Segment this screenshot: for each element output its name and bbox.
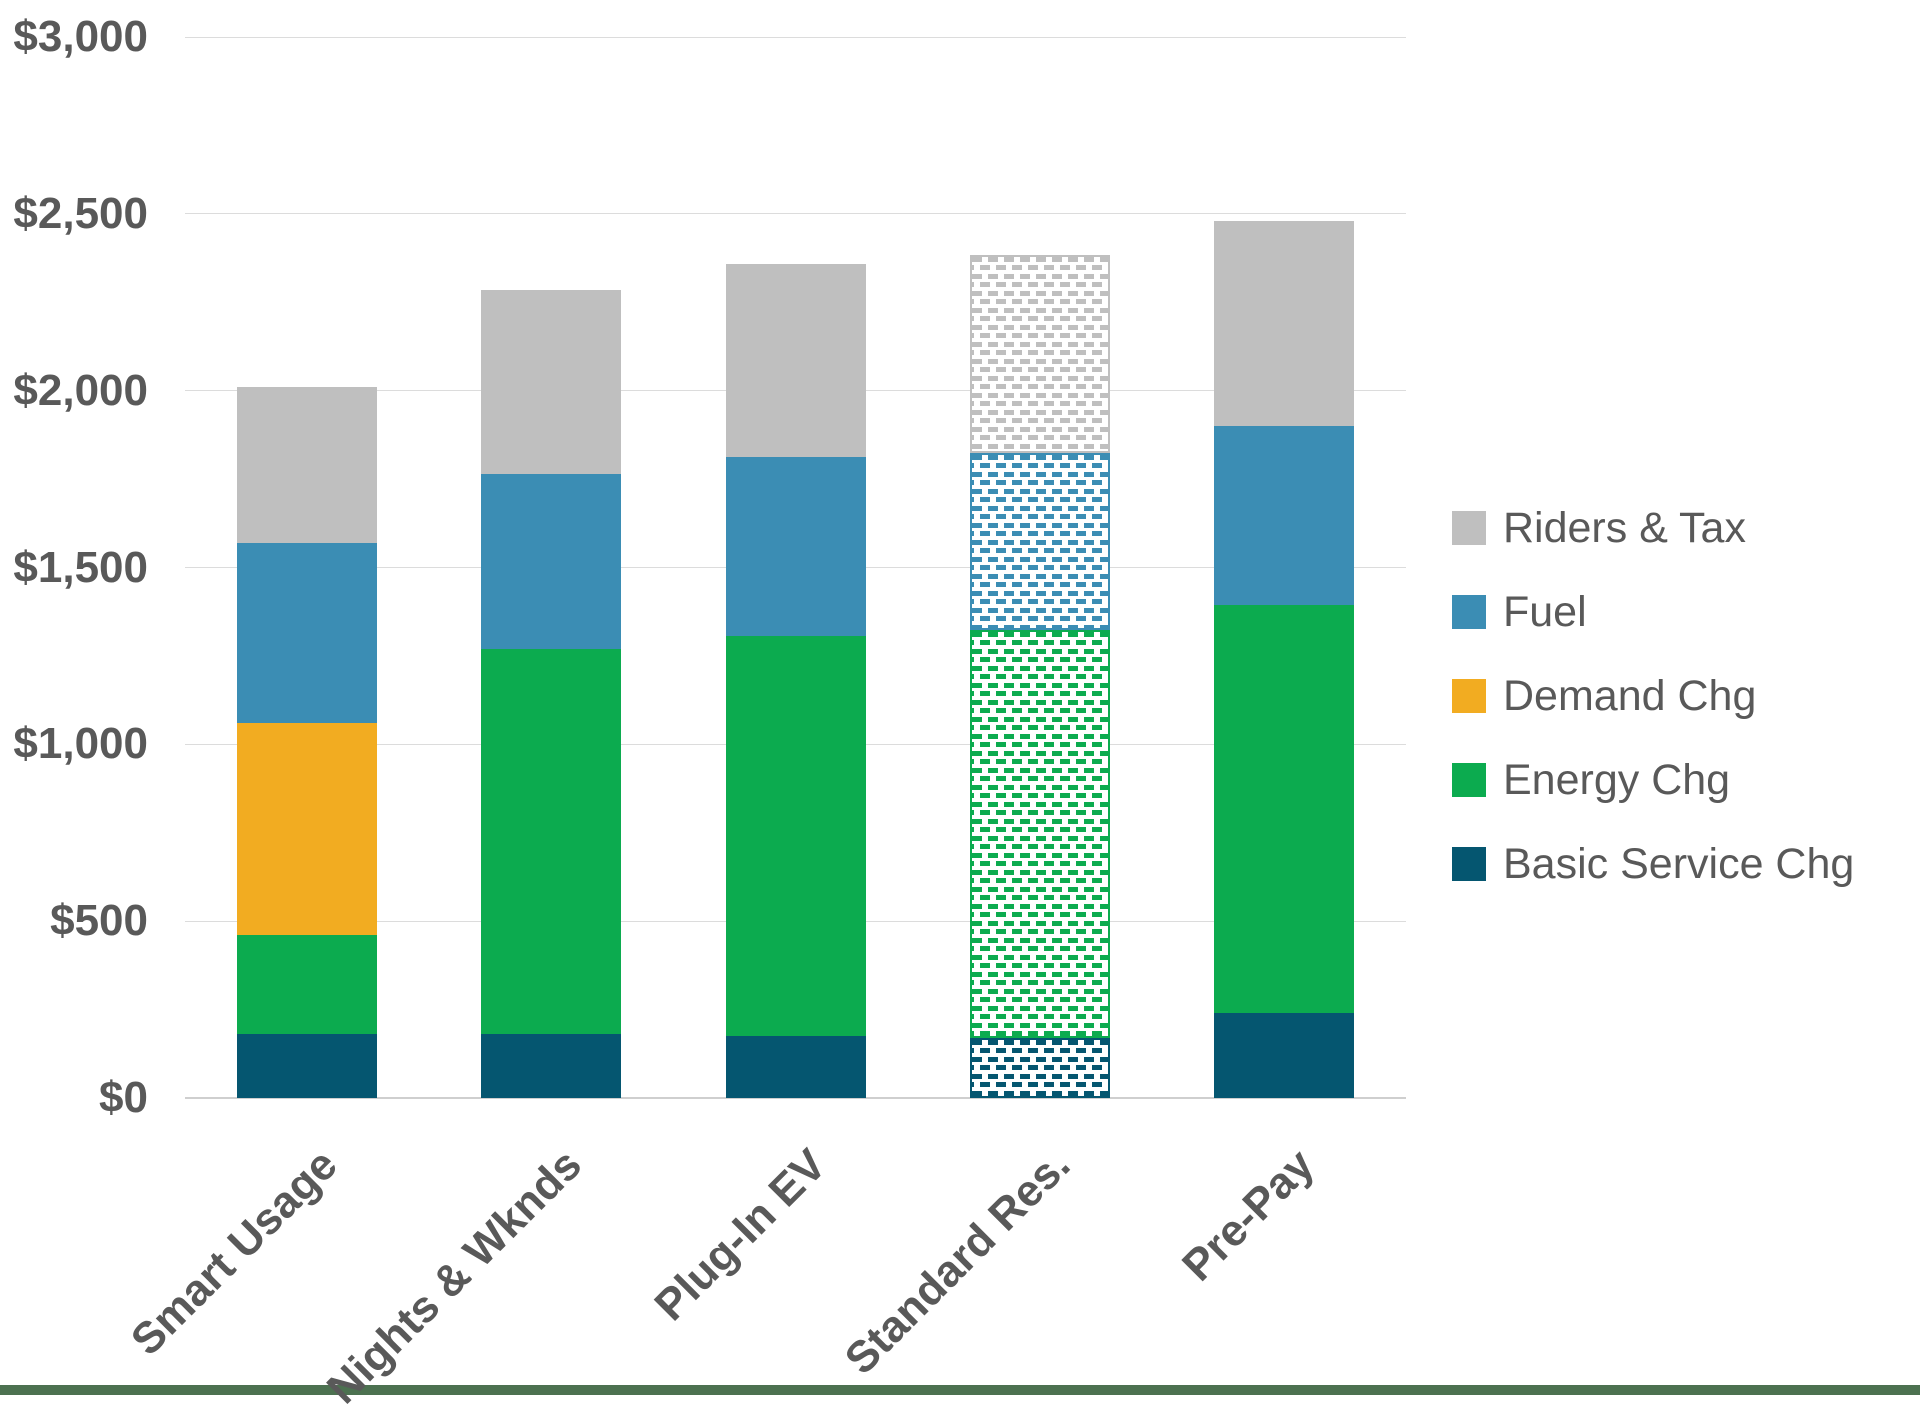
- y-axis-tick-label: $1,500: [13, 542, 148, 592]
- legend-label: Energy Chg: [1503, 755, 1731, 804]
- legend-swatch-icon: [1452, 847, 1486, 881]
- legend-swatch-icon: [1452, 595, 1486, 629]
- segment-basic-service-chg: [725, 1036, 866, 1098]
- segment-fuel: [725, 457, 866, 636]
- segment-riders-tax: [725, 264, 866, 457]
- legend-label: Demand Chg: [1503, 671, 1757, 720]
- segment-energy-chg: [1213, 605, 1354, 1013]
- x-axis-category-label: Pre-Pay: [1173, 1140, 1324, 1291]
- segment-energy-chg: [237, 935, 378, 1034]
- segment-basic-service-chg: [237, 1034, 378, 1098]
- segment-riders-tax: [237, 387, 378, 543]
- bar-smart-usage: [237, 387, 378, 1098]
- x-axis-category-label: Plug-In EV: [644, 1140, 836, 1331]
- y-axis-tick-label: $3,000: [13, 12, 148, 61]
- legend: Riders & Tax Fuel Demand Chg Energy Chg Basi…: [1452, 486, 1854, 906]
- legend-swatch-icon: [1452, 511, 1486, 545]
- legend-label: Basic Service Chg: [1503, 839, 1855, 888]
- segment-energy-chg: [481, 649, 622, 1034]
- legend-item-demand-chg: Demand Chg: [1452, 654, 1854, 738]
- plot-area: [185, 36, 1406, 1099]
- y-axis-tick-label: $0: [99, 1073, 148, 1122]
- y-axis-tick-label: $2,500: [13, 188, 148, 238]
- segment-fuel: [237, 543, 378, 723]
- bar-standard-res-: [969, 255, 1110, 1098]
- segment-basic-service-chg: [969, 1038, 1110, 1098]
- segment-riders-tax: [969, 255, 1110, 453]
- segment-basic-service-chg: [481, 1034, 622, 1098]
- legend-item-riders-tax: Riders & Tax: [1452, 486, 1854, 570]
- gridline-0: [185, 1097, 1406, 1099]
- segment-energy-chg: [969, 630, 1110, 1038]
- legend-label: Fuel: [1503, 587, 1587, 636]
- bar-plug-in-ev: [725, 264, 866, 1098]
- y-axis-tick-label: $500: [50, 896, 148, 946]
- footer-strip: [0, 1385, 1920, 1395]
- x-axis-category-label: Standard Res.: [835, 1140, 1080, 1384]
- gridline-2500: [185, 213, 1406, 215]
- y-axis-tick-label: $2,000: [13, 365, 148, 415]
- segment-fuel: [969, 453, 1110, 630]
- legend-item-energy-chg: Energy Chg: [1452, 738, 1854, 822]
- gridline-3000: [185, 36, 1406, 38]
- bar-pre-pay: [1213, 221, 1354, 1098]
- bar-nights-wknds: [481, 290, 622, 1098]
- segment-riders-tax: [481, 290, 622, 474]
- legend-label: Riders & Tax: [1503, 503, 1746, 552]
- x-axis-category-label: Smart Usage: [121, 1140, 347, 1365]
- segment-demand-chg: [237, 723, 378, 935]
- legend-item-fuel: Fuel: [1452, 570, 1854, 654]
- legend-item-basic-service-chg: Basic Service Chg: [1452, 822, 1854, 906]
- segment-energy-chg: [725, 636, 866, 1036]
- segment-fuel: [481, 474, 622, 649]
- legend-swatch-icon: [1452, 679, 1486, 713]
- legend-swatch-icon: [1452, 763, 1486, 797]
- segment-fuel: [1213, 426, 1354, 605]
- segment-basic-service-chg: [1213, 1013, 1354, 1098]
- x-axis-category-label: Nights & Wknds: [317, 1140, 591, 1414]
- segment-riders-tax: [1213, 221, 1354, 426]
- y-axis-tick-label: $1,000: [13, 719, 148, 769]
